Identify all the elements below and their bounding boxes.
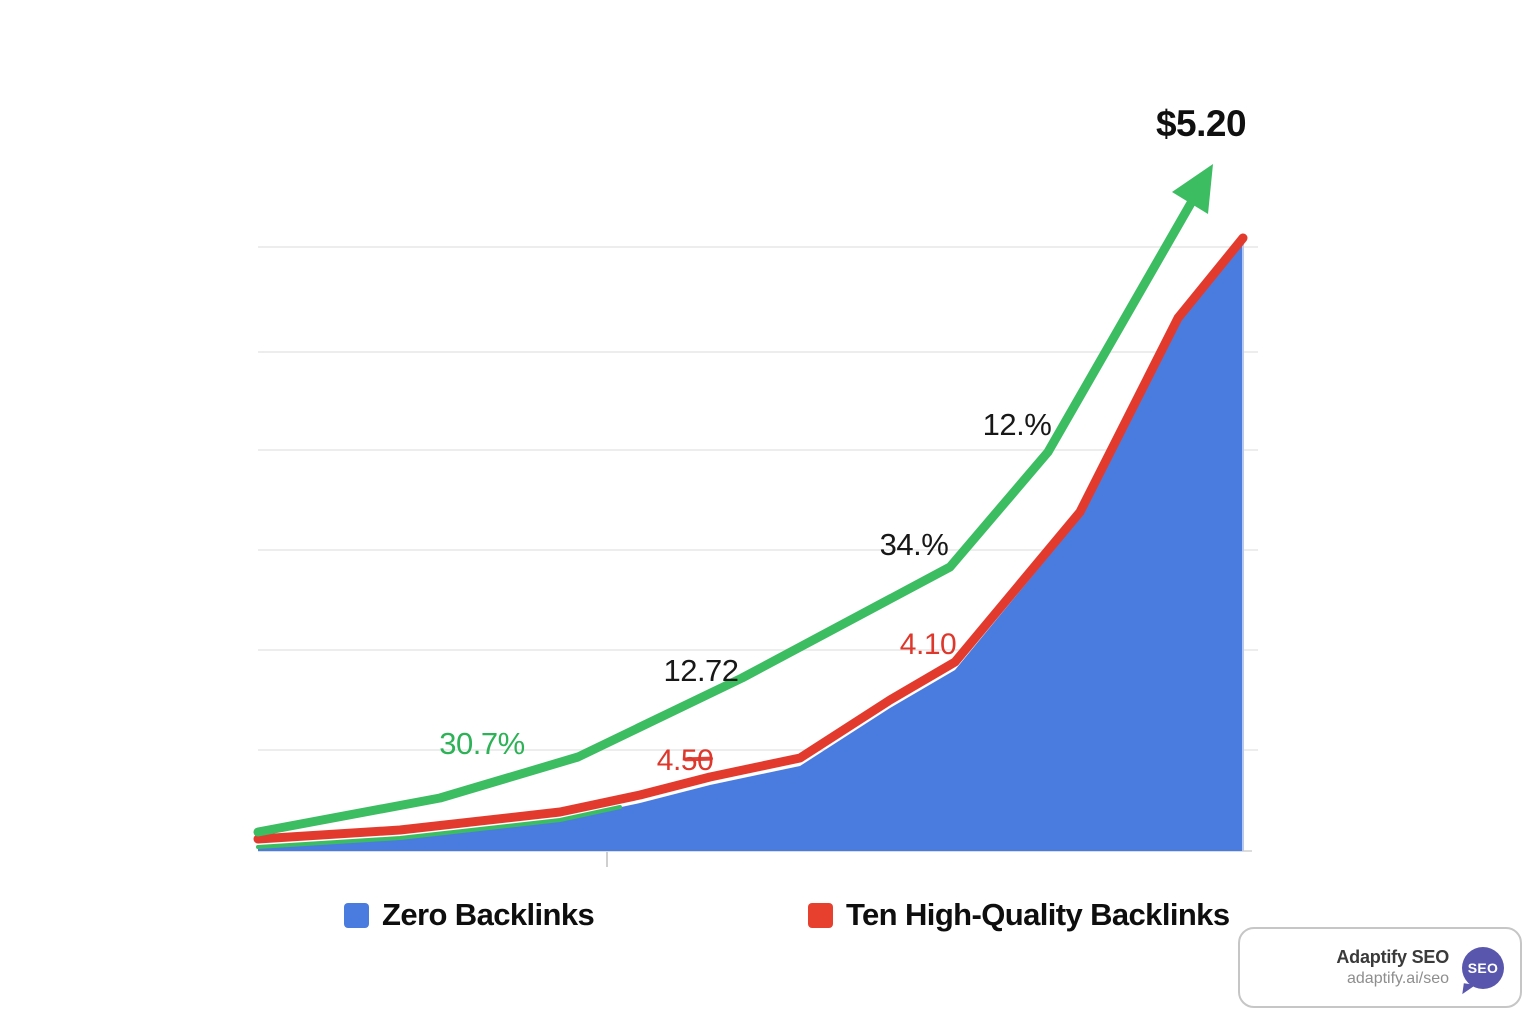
annotation-red-value-2: 4.10 — [899, 628, 957, 661]
growth-line — [253, 198, 1196, 837]
legend-swatch-red — [808, 902, 833, 928]
seo-speech-bubble-icon: SEO — [1462, 946, 1504, 989]
area-top-green-edge — [256, 805, 622, 849]
annotation-final-price: $5.20 — [1155, 103, 1247, 144]
growth-arrowhead-icon — [1172, 164, 1213, 214]
annotation-growth-pct-4: 12.% — [982, 407, 1052, 442]
seo-bubble-label: SEO — [1467, 959, 1499, 976]
legend-item-ten-backlinks: Ten High-Quality Backlinks — [808, 897, 1230, 933]
annotation-growth-value-2: 12.72 — [663, 653, 739, 688]
brand-badge: Adaptify SEO adaptify.ai/seo SEO — [1238, 927, 1522, 1008]
legend-label-ten-backlinks: Ten High-Quality Backlinks — [846, 897, 1230, 932]
brand-badge-text: Adaptify SEO adaptify.ai/seo — [1336, 946, 1449, 989]
annotation-growth-pct-3: 34.% — [879, 527, 949, 562]
legend-swatch-blue — [344, 902, 369, 928]
legend-item-zero-backlinks: Zero Backlinks — [344, 897, 595, 933]
ten-backlinks-line — [253, 233, 1248, 844]
zero-backlinks-area — [258, 243, 1243, 851]
brand-url: adaptify.ai/seo — [1347, 969, 1449, 987]
annotation-growth-pct-1: 30.7% — [439, 726, 525, 761]
brand-name: Adaptify SEO — [1336, 947, 1449, 968]
legend-label-zero-backlinks: Zero Backlinks — [382, 897, 595, 932]
